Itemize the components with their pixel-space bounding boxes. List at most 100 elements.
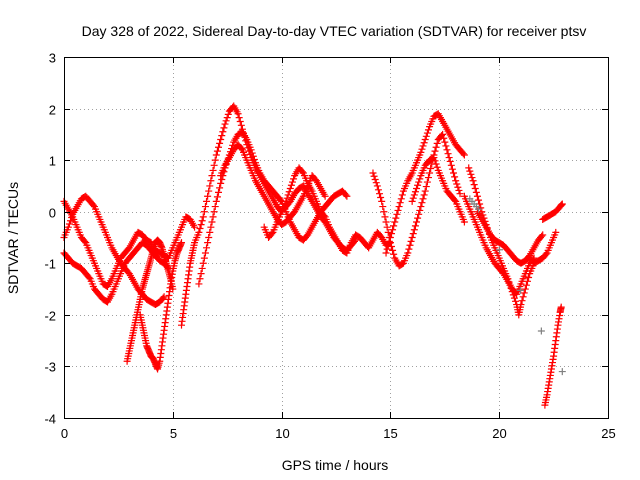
data-point xyxy=(203,244,211,252)
data-point xyxy=(200,254,208,262)
data-point xyxy=(557,303,565,311)
data-point xyxy=(207,177,215,185)
data-point xyxy=(396,199,404,207)
data-point xyxy=(418,199,426,207)
data-point xyxy=(424,174,432,182)
data-point xyxy=(431,157,439,165)
data-point xyxy=(424,126,432,134)
data-point xyxy=(442,142,450,150)
data-point xyxy=(423,129,431,137)
data-point xyxy=(433,163,441,171)
data-point xyxy=(407,237,415,245)
data-point xyxy=(205,234,213,241)
data-point xyxy=(420,139,428,147)
data-point xyxy=(471,185,479,193)
data-point xyxy=(250,155,258,163)
data-point xyxy=(65,220,73,228)
data-point xyxy=(298,168,306,176)
data-point xyxy=(206,182,214,190)
data-point xyxy=(410,226,418,234)
data-point xyxy=(413,218,421,226)
data-point xyxy=(395,203,403,211)
grid xyxy=(64,57,608,418)
data-point xyxy=(558,200,566,208)
data-point xyxy=(197,221,205,229)
data-point xyxy=(451,196,459,204)
data-point xyxy=(413,185,421,193)
data-point xyxy=(455,186,463,194)
data-point xyxy=(387,230,395,238)
data-point xyxy=(237,145,245,153)
data-point xyxy=(450,169,458,177)
series-track-16 xyxy=(539,200,566,223)
data-point xyxy=(538,232,546,240)
data-point xyxy=(342,191,350,199)
data-point xyxy=(217,136,225,144)
data-point xyxy=(207,223,215,231)
series-track-5 xyxy=(136,239,186,373)
data-point xyxy=(372,179,380,187)
data-point xyxy=(204,192,212,200)
data-point xyxy=(392,214,400,222)
data-point xyxy=(432,160,440,168)
data-point xyxy=(268,230,276,238)
data-point xyxy=(216,139,224,147)
axis-ticks: 0 5 10 15 20 25 -4 -3 -2 -1 0 1 2 3 xyxy=(44,51,615,442)
data-point xyxy=(222,117,230,125)
data-point xyxy=(517,301,525,309)
data-point xyxy=(81,237,89,245)
data-point xyxy=(236,117,244,125)
data-point xyxy=(234,110,242,118)
data-point xyxy=(200,208,208,216)
data-point xyxy=(208,218,216,226)
data-point xyxy=(195,280,203,288)
data-point xyxy=(421,136,429,144)
data-point xyxy=(379,203,387,211)
data-point xyxy=(218,175,226,183)
data-layer xyxy=(60,102,566,409)
data-point xyxy=(419,142,427,150)
data-point xyxy=(212,151,220,159)
y-axis-label: SDTVAR / TECUs xyxy=(5,182,21,294)
data-point xyxy=(283,194,291,202)
data-point xyxy=(178,239,186,247)
data-point xyxy=(405,245,413,253)
data-point xyxy=(444,150,452,158)
data-point xyxy=(210,208,218,216)
data-point xyxy=(452,177,460,185)
data-point xyxy=(408,234,416,241)
data-point xyxy=(209,213,217,221)
data-point xyxy=(416,206,424,214)
series-track-13 xyxy=(465,164,560,319)
data-point xyxy=(214,143,222,151)
data-point xyxy=(469,177,477,185)
data-point xyxy=(385,237,393,245)
data-point xyxy=(397,195,405,203)
y-tick-label: -1 xyxy=(44,257,56,272)
data-point xyxy=(384,228,392,236)
data-point xyxy=(409,194,417,202)
data-point xyxy=(383,223,391,231)
data-point xyxy=(378,197,386,205)
data-point xyxy=(417,148,425,156)
data-point xyxy=(370,172,378,180)
data-point xyxy=(466,167,474,175)
data-point xyxy=(191,223,199,231)
data-point xyxy=(224,110,232,118)
data-point xyxy=(460,218,468,226)
data-point xyxy=(468,174,476,182)
data-point xyxy=(389,226,397,234)
data-point xyxy=(475,196,483,204)
data-point xyxy=(204,239,212,247)
data-point xyxy=(380,208,388,216)
y-tick-label: 1 xyxy=(49,154,56,169)
series-track-12 xyxy=(408,154,468,226)
data-point xyxy=(248,149,256,157)
data-point xyxy=(199,259,207,267)
data-point xyxy=(404,249,412,257)
data-point xyxy=(522,281,530,289)
data-point xyxy=(448,165,456,173)
data-point xyxy=(521,285,529,293)
series-track-8 xyxy=(217,141,329,229)
